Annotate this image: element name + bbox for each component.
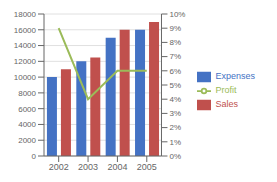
svg-text:0: 0 — [32, 152, 37, 161]
svg-text:2002: 2002 — [49, 162, 69, 172]
svg-text:4000: 4000 — [18, 120, 36, 129]
svg-text:18000: 18000 — [14, 10, 37, 19]
svg-text:2000: 2000 — [18, 136, 36, 145]
html-text:Expenses: Expenses — [215, 71, 255, 82]
html-text:Sales: Sales — [215, 99, 238, 110]
svg-text:4%: 4% — [169, 95, 181, 104]
svg-text:6000: 6000 — [18, 105, 36, 114]
svg-text:0%: 0% — [169, 152, 181, 161]
svg-text:14000: 14000 — [14, 41, 37, 50]
svg-text:2%: 2% — [169, 123, 181, 132]
svg-text:8000: 8000 — [18, 89, 36, 98]
svg-text:9%: 9% — [169, 24, 181, 33]
svg-text:3%: 3% — [169, 109, 181, 118]
svg-text:12000: 12000 — [14, 57, 37, 66]
svg-text:2003: 2003 — [78, 162, 98, 172]
svg-text:2005: 2005 — [137, 162, 157, 172]
svg-text:7%: 7% — [169, 52, 181, 61]
svg-text:6%: 6% — [169, 67, 181, 76]
html-text:Profit: Profit — [215, 85, 237, 96]
svg-text:5%: 5% — [169, 81, 181, 90]
svg-text:8%: 8% — [169, 38, 181, 47]
svg-text:10%: 10% — [169, 10, 185, 19]
svg-text:1%: 1% — [169, 138, 181, 147]
svg-text:16000: 16000 — [14, 26, 37, 35]
svg-text:10000: 10000 — [14, 73, 37, 82]
svg-text:2004: 2004 — [107, 162, 127, 172]
